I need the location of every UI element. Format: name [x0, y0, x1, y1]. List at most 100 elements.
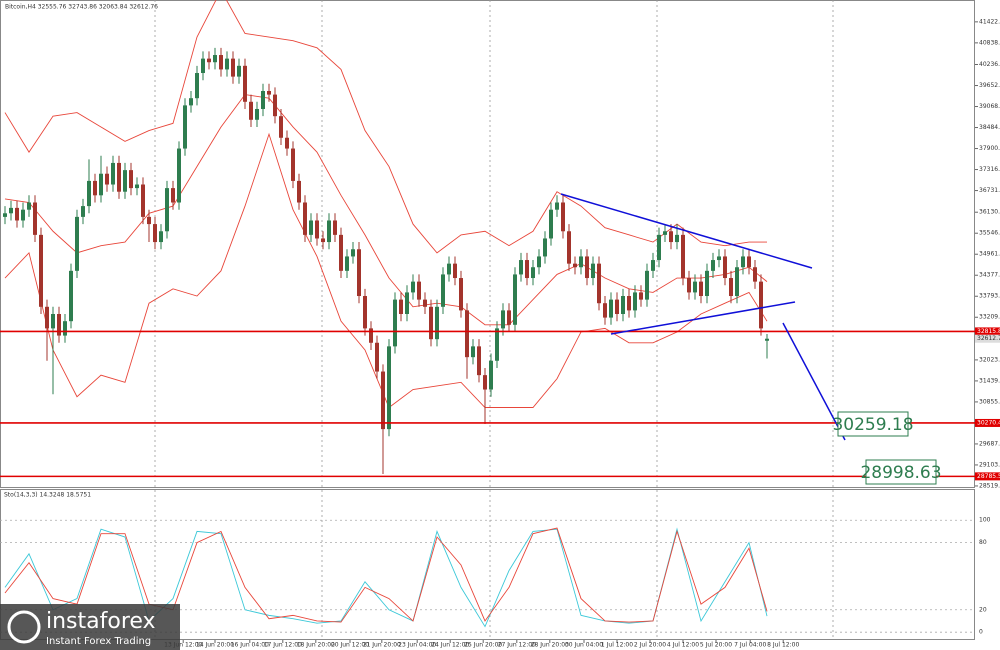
- candle-body: [297, 180, 301, 203]
- y-tick-label: 38484.20: [979, 124, 1000, 131]
- stoch-tick-label: 20: [979, 606, 987, 613]
- annotation-box: [865, 459, 937, 485]
- candle-body: [723, 256, 727, 279]
- candle-body: [651, 260, 655, 271]
- candle-body: [453, 263, 457, 279]
- trend-lines: [560, 193, 846, 441]
- candle-body: [81, 206, 85, 217]
- trend-line: [560, 193, 813, 269]
- candle-body: [105, 173, 109, 185]
- candle-body: [165, 188, 169, 232]
- candle-body: [465, 310, 469, 358]
- candle-body: [123, 170, 127, 192]
- candle-body: [525, 260, 529, 279]
- candle-body: [153, 224, 157, 243]
- candle-body: [309, 220, 313, 235]
- candle-body: [411, 281, 415, 293]
- x-tick-label: 13 Jun 12:00: [164, 642, 202, 649]
- watermark: instaforex Instant Forex Trading: [0, 604, 180, 650]
- candle-body: [171, 188, 175, 203]
- candle-body: [45, 306, 49, 329]
- x-tick-label: 7 Jul 04:00: [734, 642, 766, 649]
- y-tick-label: 33209.60: [979, 314, 1000, 321]
- candle-body: [57, 313, 61, 336]
- candle-body: [615, 299, 619, 314]
- candle-body: [99, 173, 103, 196]
- candle-body: [33, 202, 37, 235]
- candle-body: [489, 360, 493, 390]
- candle-body: [333, 220, 337, 235]
- upper-line: [4, 0, 767, 254]
- candle-body: [441, 274, 445, 307]
- x-tick-label: 2 Jul 20:00: [634, 642, 666, 649]
- candle-body: [15, 207, 19, 221]
- annotation: 30259.18: [832, 415, 913, 435]
- candle-body: [717, 256, 721, 261]
- candle-body: [693, 281, 697, 293]
- candle-body: [129, 170, 133, 189]
- y-tick-label: 30855.50: [979, 398, 1000, 405]
- level-label: 28785.58: [977, 473, 1000, 480]
- candle-body: [111, 162, 115, 185]
- candle-body: [765, 338, 769, 341]
- watermark-tagline: Instant Forex Trading: [46, 636, 151, 647]
- candle-body: [417, 281, 421, 300]
- y-tick-label: 35546.00: [979, 230, 1000, 237]
- candle-body: [159, 231, 163, 243]
- candle-body: [327, 220, 331, 243]
- main-panel: [0, 0, 975, 488]
- level-label-bg: [975, 327, 1000, 336]
- candle-body: [27, 202, 31, 210]
- d-line: [4, 527, 768, 623]
- candle-body: [597, 263, 601, 304]
- candle-body: [645, 270, 649, 300]
- x-tick-label: 20 Jun 12:00: [331, 642, 369, 649]
- candle-body: [423, 299, 427, 307]
- watermark-name: instaforex: [46, 609, 156, 634]
- last-price-label: 32612.76: [977, 335, 1000, 342]
- candle-body: [447, 263, 451, 275]
- candle-body: [531, 267, 535, 279]
- candle-body: [555, 202, 559, 210]
- candle-body: [255, 108, 259, 120]
- candle-body: [657, 234, 661, 261]
- candle-body: [63, 321, 67, 336]
- y-tick-label: 34377.80: [979, 272, 1000, 279]
- y-tick-label: 36130.10: [979, 209, 1000, 216]
- candle-body: [747, 256, 751, 268]
- candle-body: [75, 216, 79, 271]
- stoch-title: Sto(14,3,3) 14.3248 18.5751: [4, 492, 91, 499]
- stoch-tick-label: 80: [979, 539, 987, 546]
- chart-title: Bitcoin,H4 32555.76 32743.86 32063.84 32…: [5, 4, 158, 11]
- candle-body: [345, 256, 349, 271]
- x-tick-label: 16 Jun 04:00: [231, 642, 269, 649]
- trend-line: [782, 322, 846, 441]
- candle-body: [501, 310, 505, 329]
- candle-body: [675, 234, 679, 243]
- candle-body: [207, 58, 211, 63]
- candle-body: [741, 256, 745, 268]
- x-tick-label: 14 Jun 20:00: [196, 642, 234, 649]
- candle-body: [435, 306, 439, 340]
- candle-body: [381, 371, 385, 430]
- candle-body: [633, 292, 637, 311]
- middle-line: [4, 94, 768, 326]
- candle-body: [87, 180, 91, 207]
- candle-body: [135, 184, 139, 189]
- candle-body: [507, 310, 511, 325]
- candle-body: [735, 267, 739, 297]
- candle-body: [51, 313, 55, 329]
- y-tick-label: 28519.10: [979, 482, 1000, 489]
- level-label-bg: [975, 472, 1000, 481]
- candle-body: [429, 306, 433, 340]
- stoch-tick-label: 0: [979, 629, 983, 636]
- candle-body: [387, 346, 391, 430]
- candle-body: [243, 65, 247, 102]
- annotation-box: [837, 411, 909, 437]
- candle-body: [663, 231, 667, 235]
- candle-body: [549, 209, 553, 239]
- candle-body: [231, 58, 235, 77]
- candle-body: [369, 328, 373, 343]
- candle-body: [483, 375, 487, 390]
- candle-body: [573, 263, 577, 268]
